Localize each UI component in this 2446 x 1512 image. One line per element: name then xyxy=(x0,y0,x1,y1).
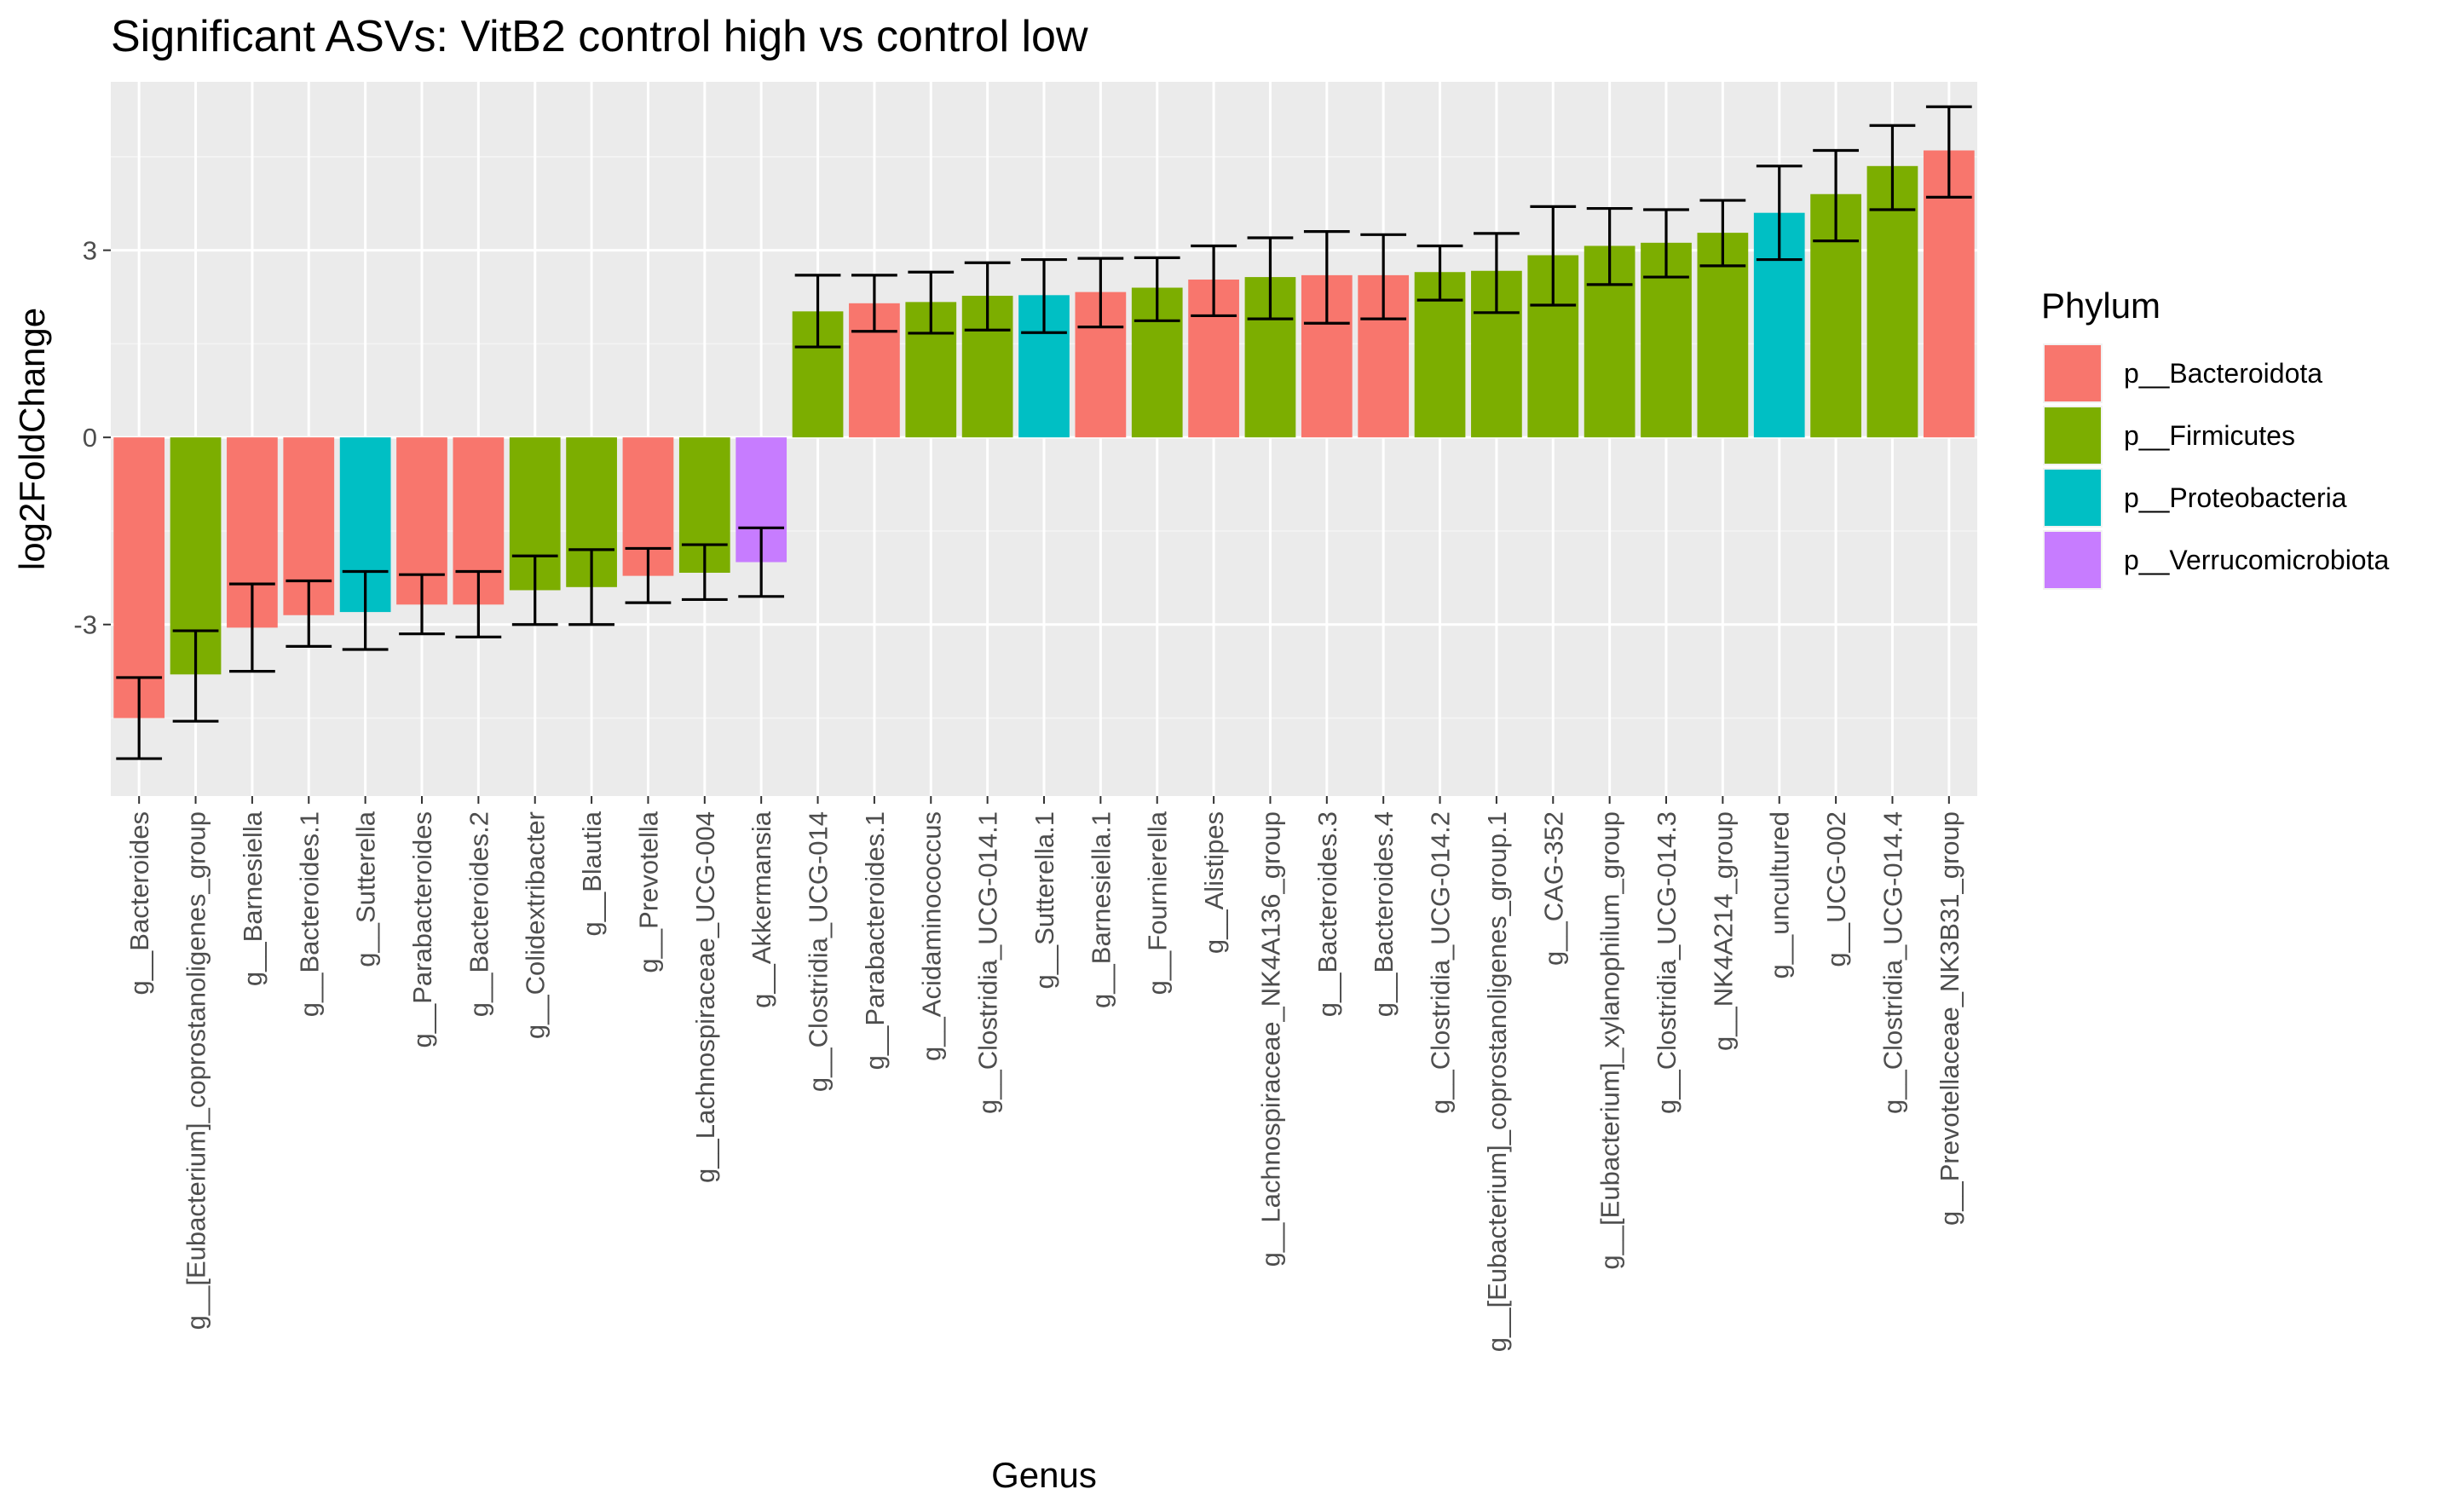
legend-label: p__Bacteroidota xyxy=(2124,358,2322,389)
error-bar xyxy=(342,569,389,651)
x-tick-label: g__Clostridia_UCG-014.4 xyxy=(1878,811,1907,1114)
bar xyxy=(113,437,165,718)
error-bar xyxy=(1247,236,1294,320)
x-tick-label: g__Alistipes xyxy=(1199,811,1229,954)
error-bar xyxy=(1925,105,1972,199)
error-bar xyxy=(738,526,785,598)
error-bar xyxy=(1077,257,1124,329)
error-bar xyxy=(1813,148,1859,243)
x-tick-label: g__[Eubacterium]_coprostanoligenes_group xyxy=(182,811,211,1330)
x-tick-label: g__Acidaminococcus xyxy=(916,811,946,1061)
x-tick-label: g__Colidextribacter xyxy=(521,811,551,1039)
x-tick-label: g__Sutterella xyxy=(351,811,381,967)
error-bar xyxy=(1191,244,1237,318)
x-tick-label: g__Bacteroides.1 xyxy=(294,811,324,1017)
x-tick-label: g__Akkermansia xyxy=(747,811,776,1008)
error-bar xyxy=(511,554,558,626)
error-bar xyxy=(794,274,841,349)
x-tick-label: g__NK4A214_group xyxy=(1708,811,1738,1051)
error-bar xyxy=(455,569,502,638)
error-bar xyxy=(964,261,1011,332)
error-bar xyxy=(851,274,897,333)
error-bar xyxy=(568,548,614,626)
legend-title: Phylum xyxy=(2041,286,2160,326)
error-bar xyxy=(399,573,445,636)
error-bar xyxy=(1303,230,1350,325)
x-tick-label: g__Blautia xyxy=(577,811,607,936)
x-tick-label: g__[Eubacterium]_xylanophilum_group xyxy=(1595,811,1625,1270)
x-tick-label: g__UCG-002 xyxy=(1821,811,1851,967)
legend-label: p__Proteobacteria xyxy=(2124,482,2347,513)
error-bar xyxy=(1134,256,1180,322)
error-bar xyxy=(1699,199,1746,268)
x-tick-label: g__uncultured xyxy=(1765,811,1795,979)
y-axis-title: log2FoldChange xyxy=(12,308,52,570)
error-bar xyxy=(172,629,219,723)
legend-label: p__Firmicutes xyxy=(2124,420,2295,451)
x-tick-label: g__Clostridia_UCG-014 xyxy=(804,811,834,1092)
legend-swatch xyxy=(2045,345,2101,401)
x-tick-label: g__Parabacteroides xyxy=(407,811,437,1047)
x-tick-label: g__Barnesiella xyxy=(238,811,268,986)
x-tick-label: g__Prevotella xyxy=(633,811,663,972)
x-tick-label: g__Bacteroides.3 xyxy=(1312,811,1342,1017)
error-bars-group xyxy=(116,105,1972,760)
legend-swatch xyxy=(2045,532,2101,588)
error-bar xyxy=(286,579,332,648)
error-bar xyxy=(229,582,275,673)
x-axis: g__Bacteroides g__[Eubacterium]_coprostan… xyxy=(124,796,1964,1352)
error-bar xyxy=(1416,244,1463,302)
error-bar xyxy=(681,543,728,602)
x-tick-label: g__Parabacteroides.1 xyxy=(860,811,890,1070)
legend-swatch xyxy=(2045,470,2101,526)
legend: Phylum p__Bacteroidota p__Firmicutes p__Pr… xyxy=(2041,286,2389,590)
y-tick-label: 0 xyxy=(83,423,97,453)
error-bar xyxy=(1530,205,1577,307)
error-bar xyxy=(116,676,163,760)
bar xyxy=(1866,165,1918,438)
error-bar xyxy=(1869,124,1916,211)
x-tick-label: g__Barnesiella.1 xyxy=(1086,811,1116,1008)
y-tick-label: -3 xyxy=(73,610,97,640)
x-tick-label: g__Fournierella xyxy=(1143,811,1173,995)
error-bar xyxy=(908,270,955,335)
error-bar xyxy=(1586,206,1633,286)
error-bar xyxy=(1021,257,1067,334)
x-axis-title: Genus xyxy=(991,1455,1097,1495)
error-bar xyxy=(625,546,672,604)
x-tick-label: g__CAG-352 xyxy=(1538,811,1568,966)
error-bar xyxy=(1474,232,1520,315)
x-tick-label: g__[Eubacterium]_coprostanoligenes_group… xyxy=(1482,811,1512,1352)
error-bar xyxy=(1756,164,1803,262)
x-tick-label: g__Prevotellaceae_NK3B31_group xyxy=(1935,811,1964,1226)
x-tick-label: g__Bacteroides xyxy=(124,811,154,995)
chart-title: Significant ASVs: VitB2 control high vs … xyxy=(111,12,1088,61)
x-tick-label: g__Lachnospiraceae_UCG-004 xyxy=(690,811,720,1183)
x-tick-label: g__Clostridia_UCG-014.2 xyxy=(1426,811,1456,1114)
x-tick-label: g__Lachnospiraceae_NK4A136_group xyxy=(1255,811,1285,1267)
legend-swatch xyxy=(2045,407,2101,464)
error-bar xyxy=(1360,233,1407,320)
x-tick-label: g__Bacteroides.2 xyxy=(464,811,493,1017)
x-tick-label: g__Clostridia_UCG-014.1 xyxy=(973,811,1003,1114)
x-tick-label: g__Bacteroides.4 xyxy=(1369,811,1399,1017)
legend-label: p__Verrucomicrobiota xyxy=(2124,545,2389,575)
y-axis: -3 0 3 xyxy=(73,236,111,640)
x-tick-label: g__Clostridia_UCG-014.3 xyxy=(1652,811,1682,1114)
y-tick-label: 3 xyxy=(83,236,97,266)
error-bar xyxy=(1643,208,1689,279)
x-tick-label: g__Sutterella.1 xyxy=(1030,811,1059,990)
